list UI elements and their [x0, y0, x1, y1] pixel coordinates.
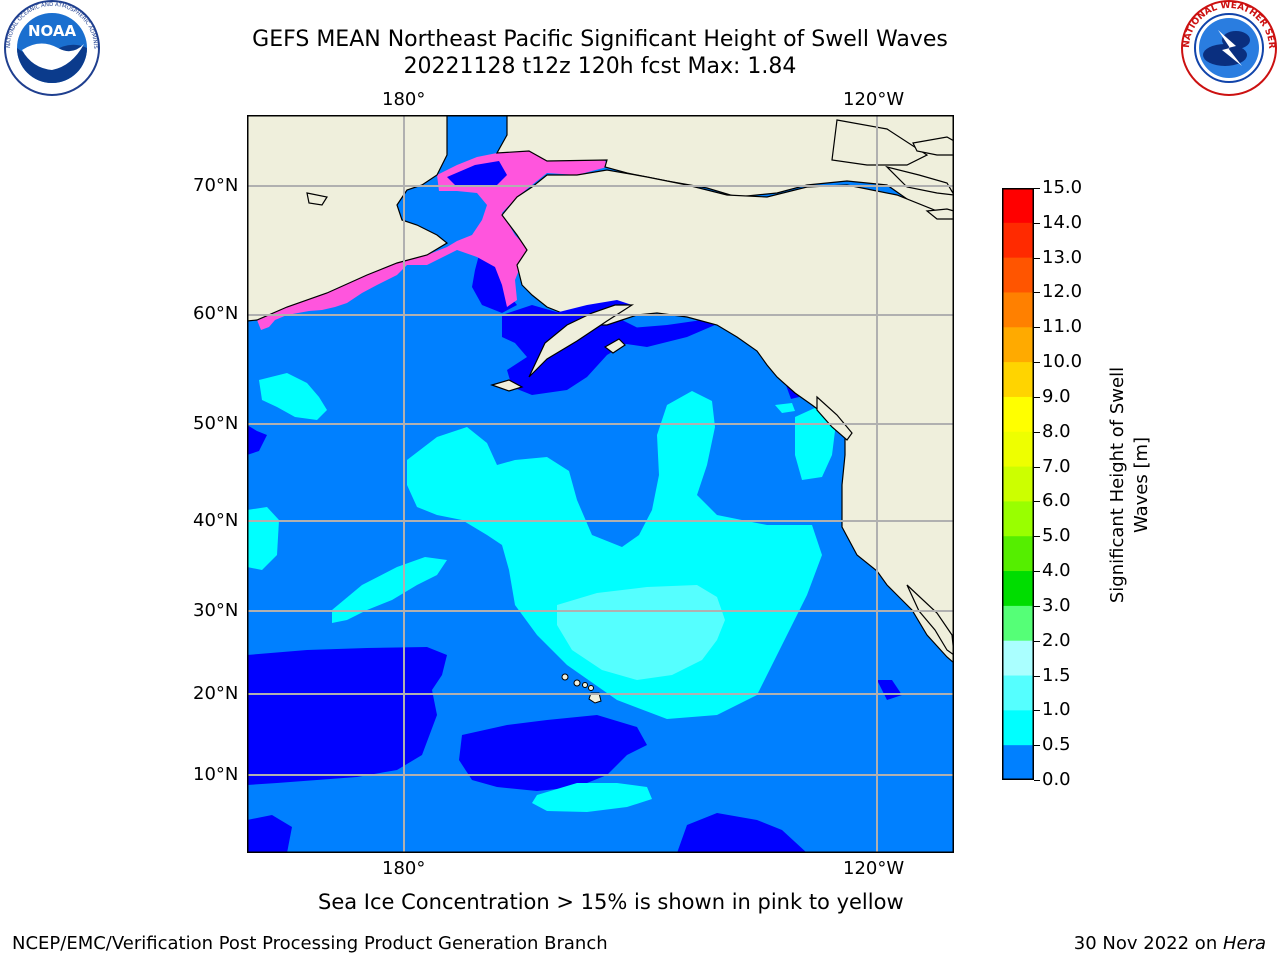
- colorbar-tick-label: 4.0: [1042, 560, 1071, 582]
- colorbar-tick-label: 3.0: [1042, 594, 1071, 616]
- lon-label-180-top: 180°: [382, 89, 426, 110]
- colorbar-tick-label: 0.0: [1042, 769, 1071, 790]
- colorbar-tick-label: 0.5: [1042, 734, 1071, 756]
- colorbar-tick-label: 13.0: [1042, 246, 1083, 268]
- colorbar-tick-mark: [1034, 640, 1040, 642]
- colorbar-band-1: [1002, 222, 1034, 259]
- colorbar-tick-label: 2.0: [1042, 629, 1071, 651]
- colorbar-band-3: [1002, 292, 1034, 328]
- colorbar: [1002, 188, 1034, 780]
- colorbar-tick-label: 1.0: [1042, 699, 1071, 721]
- footer-branch: NCEP/EMC/Verification Post Processing Pr…: [12, 933, 608, 954]
- colorbar-tick-mark: [1034, 257, 1040, 259]
- colorbar-tick-mark: [1034, 536, 1040, 538]
- footer-host: Hera: [1222, 933, 1266, 954]
- colorbar-tick-label: 10.0: [1042, 351, 1083, 373]
- colorbar-band-9: [1002, 501, 1034, 537]
- colorbar-label-line1: Significant Height of Swell: [1107, 366, 1128, 604]
- colorbar-tick-label: 6.0: [1042, 490, 1071, 512]
- colorbar-tick-mark: [1034, 362, 1040, 364]
- colorbar-tick-label: 12.0: [1042, 281, 1083, 303]
- colorbar-band-0: [1002, 188, 1034, 224]
- colorbar-band-7: [1002, 431, 1034, 468]
- lon-label-180-bottom: 180°: [382, 858, 426, 879]
- baja-california: [906, 584, 954, 656]
- colorbar-band-13: [1002, 640, 1034, 677]
- colorbar-band-12: [1002, 605, 1034, 642]
- siberia-land: [247, 115, 449, 322]
- colorbar-tick-mark: [1034, 222, 1040, 224]
- arctic-island-3: [912, 136, 954, 156]
- chukotka-coast: [306, 192, 328, 206]
- colorbar-band-15: [1002, 710, 1034, 746]
- swell-1.5-2.0m-regions: [557, 585, 725, 680]
- colorbar-tick-mark: [1034, 780, 1040, 781]
- land-masses: [247, 115, 954, 664]
- chart-title: GEFS MEAN Northeast Pacific Significant …: [252, 27, 948, 52]
- lon-label-120w-top: 120°W: [843, 89, 905, 110]
- colorbar-label-line2: Waves [m]: [1131, 436, 1152, 534]
- colorbar-tick-mark: [1034, 501, 1040, 503]
- colorbar-tick-mark: [1034, 292, 1040, 294]
- sea-ice-note: Sea Ice Concentration > 15% is shown in …: [318, 890, 904, 914]
- colorbar-band-6: [1002, 396, 1034, 433]
- lat-label-70n: 70°N: [193, 175, 239, 196]
- colorbar-tick-label: 9.0: [1042, 385, 1071, 407]
- colorbar-tick-mark: [1034, 431, 1040, 433]
- vancouver-island: [816, 395, 853, 441]
- arctic-island-4: [925, 208, 954, 220]
- colorbar-band-8: [1002, 466, 1034, 502]
- colorbar-band-4: [1002, 327, 1034, 363]
- colorbar-label: Significant Height of Swell Waves [m]: [1106, 325, 1154, 645]
- map-border: [247, 115, 954, 853]
- svg-text:NOAA: NOAA: [28, 22, 77, 40]
- lat-label-20n: 20°N: [193, 683, 239, 704]
- aleutian-chain: [490, 379, 524, 392]
- colorbar-tick-label: 15.0: [1042, 177, 1083, 198]
- chart-subtitle: 20221128 t12z 120h fcst Max: 1.84: [403, 54, 797, 79]
- colorbar-band-11: [1002, 571, 1034, 607]
- colorbar-tick-label: 14.0: [1042, 211, 1083, 233]
- lat-label-30n: 30°N: [193, 600, 239, 621]
- colorbar-tick-label: 11.0: [1042, 316, 1083, 338]
- colorbar-band-5: [1002, 362, 1034, 398]
- colorbar-band-10: [1002, 536, 1034, 572]
- noaa-logo: NOAA NATIONAL OCEANIC AND ATMOSPHERIC AD…: [0, 0, 100, 96]
- colorbar-band-16: [1002, 745, 1034, 780]
- colorbar-tick-label: 1.5: [1042, 664, 1071, 686]
- lat-label-40n: 40°N: [193, 510, 239, 531]
- kodiak-island: [603, 338, 626, 354]
- nws-logo: NATIONAL WEATHER SERVICE: [1178, 0, 1277, 96]
- colorbar-tick-mark: [1034, 188, 1040, 189]
- colorbar-tick-mark: [1034, 745, 1040, 747]
- arctic-island-1: [831, 119, 929, 166]
- colorbar-tick-mark: [1034, 571, 1040, 573]
- colorbar-tick-mark: [1034, 605, 1040, 607]
- colorbar-tick-mark: [1034, 396, 1040, 398]
- lat-label-60n: 60°N: [193, 303, 239, 324]
- swell-height-map: [247, 115, 954, 853]
- footer-date: 30 Nov 2022 on Hera: [1074, 933, 1266, 954]
- lat-label-50n: 50°N: [193, 413, 239, 434]
- colorbar-tick-mark: [1034, 466, 1040, 468]
- colorbar-tick-mark: [1034, 675, 1040, 677]
- hawaii-islands: [561, 673, 602, 704]
- swell-1.0-1.5m-regions: [247, 373, 837, 812]
- colorbar-tick-label: 7.0: [1042, 455, 1071, 477]
- colorbar-tick-label: 8.0: [1042, 420, 1071, 442]
- colorbar-tick-label: 5.0: [1042, 525, 1071, 547]
- colorbar-tick-mark: [1034, 710, 1040, 712]
- colorbar-tick-mark: [1034, 327, 1040, 329]
- footer-date-text: 30 Nov 2022 on: [1073, 933, 1223, 954]
- colorbar-band-14: [1002, 675, 1034, 711]
- lon-label-120w-bottom: 120°W: [843, 858, 905, 879]
- alaska-peninsula-land: [528, 304, 635, 378]
- colorbar-band-2: [1002, 257, 1034, 293]
- lat-label-10n: 10°N: [193, 764, 239, 785]
- graticule: [247, 115, 954, 853]
